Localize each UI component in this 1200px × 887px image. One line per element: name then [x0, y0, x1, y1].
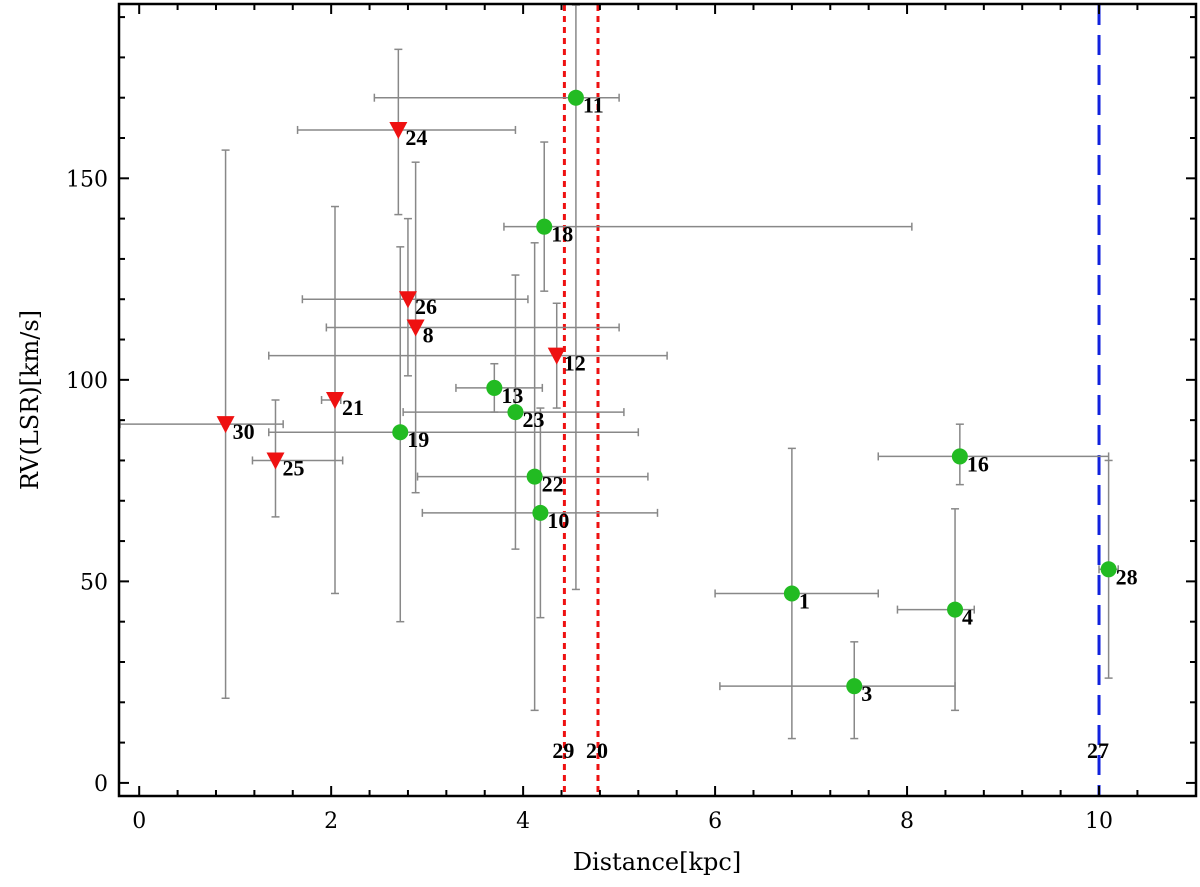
point-label-1: 1	[799, 588, 810, 613]
point-label-28: 28	[1116, 564, 1138, 589]
point-25	[266, 452, 285, 470]
point-13	[486, 379, 503, 396]
point-3	[846, 678, 863, 695]
point-label-22: 22	[542, 472, 564, 497]
point-label-8: 8	[423, 322, 434, 347]
markers	[216, 89, 1117, 695]
point-30	[216, 416, 235, 434]
point-label-11: 11	[583, 93, 604, 118]
x-tick-label-8: 8	[900, 809, 914, 834]
x-tick-label-10: 10	[1085, 809, 1113, 834]
point-label-10: 10	[547, 508, 569, 533]
y-tick-label-150: 150	[66, 167, 108, 192]
vline-label-20: 20	[586, 738, 608, 763]
point-12	[547, 347, 566, 365]
point-label-25: 25	[282, 455, 304, 480]
point-label-13: 13	[501, 383, 523, 408]
point-19	[392, 424, 409, 441]
point-label-12: 12	[564, 351, 586, 376]
y-tick-label-50: 50	[80, 570, 108, 595]
point-label-18: 18	[551, 222, 573, 247]
point-8	[406, 319, 425, 337]
x-tick-label-0: 0	[132, 809, 146, 834]
plot-frame	[117, 2, 1198, 798]
point-28	[1100, 561, 1117, 578]
point-26	[398, 291, 417, 309]
point-22	[526, 468, 543, 485]
y-axis-title: RV(LSR)[km/s]	[16, 310, 44, 490]
point-23	[507, 404, 524, 421]
x-axis-title: Distance[kpc]	[573, 848, 741, 876]
x-tick-label-6: 6	[708, 809, 722, 834]
point-label-24: 24	[405, 125, 427, 150]
point-label-26: 26	[415, 294, 437, 319]
y-tick-label-100: 100	[66, 369, 108, 394]
point-1	[783, 585, 800, 602]
point-label-3: 3	[861, 681, 872, 706]
x-tick-label-4: 4	[516, 809, 530, 834]
point-label-30: 30	[233, 419, 255, 444]
y-tick-label-0: 0	[94, 772, 108, 797]
axes	[117, 2, 1198, 798]
point-16	[951, 448, 968, 465]
point-24	[389, 121, 408, 139]
point-label-21: 21	[342, 395, 364, 420]
point-label-23: 23	[522, 407, 544, 432]
point-18	[536, 218, 553, 235]
point-10	[532, 504, 549, 521]
vertical-lines	[562, 5, 1101, 795]
vline-label-27: 27	[1087, 738, 1109, 763]
point-label-16: 16	[967, 451, 989, 476]
x-tick-label-2: 2	[324, 809, 338, 834]
vline-label-29: 29	[552, 738, 574, 763]
point-11	[567, 89, 584, 106]
point-21	[326, 392, 344, 409]
point-label-19: 19	[407, 427, 429, 452]
point-label-4: 4	[962, 605, 973, 630]
point-4	[947, 601, 964, 618]
